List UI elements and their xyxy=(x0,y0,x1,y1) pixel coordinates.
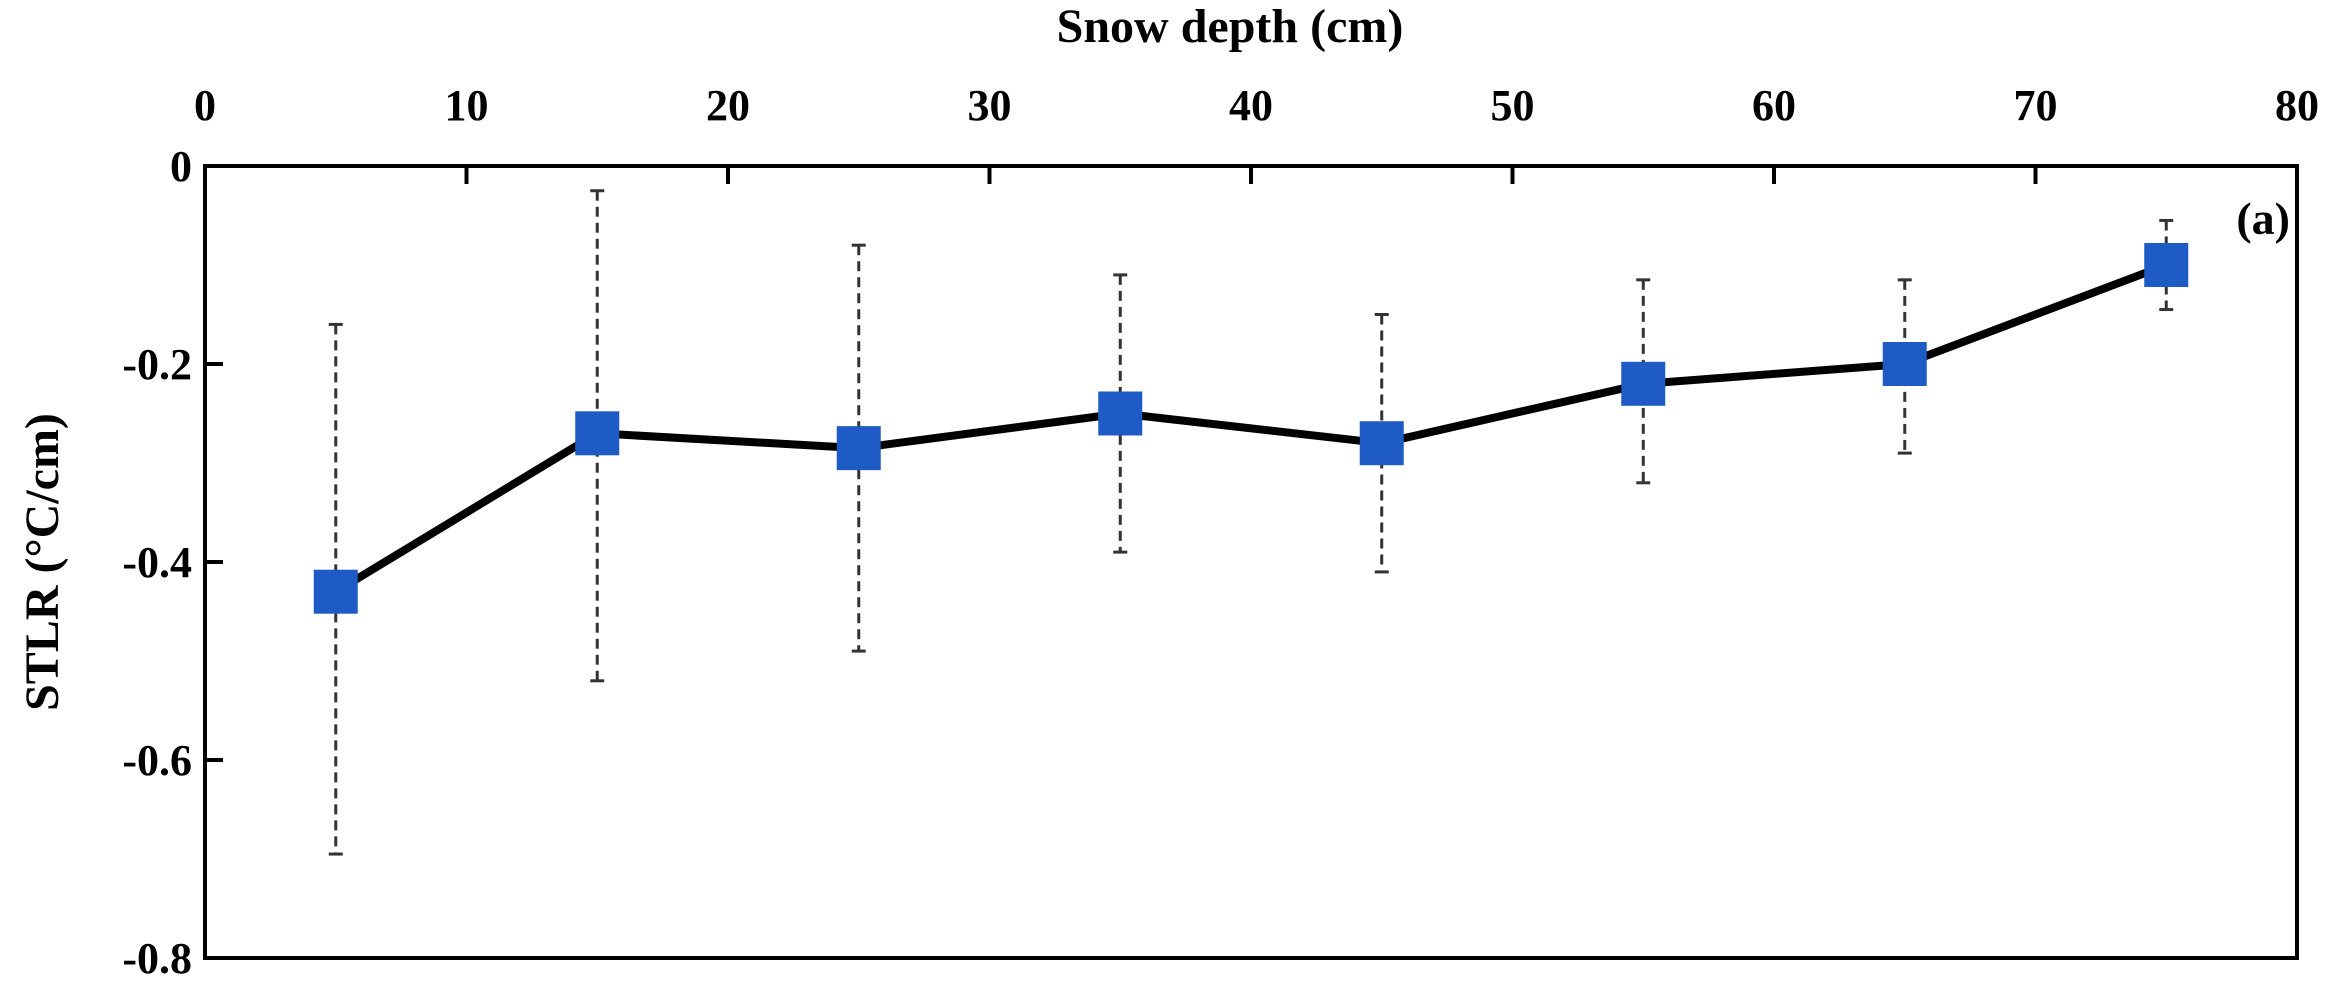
plot-frame xyxy=(203,164,2299,960)
y-tick-label: -0.4 xyxy=(122,538,192,587)
data-point xyxy=(836,426,881,471)
panel-label: (a) xyxy=(2236,193,2290,244)
data-point xyxy=(313,569,358,614)
y-tick-label: 0 xyxy=(170,142,192,191)
data-point xyxy=(2144,243,2189,287)
x-tick-label: 60 xyxy=(1752,81,1796,130)
series-line xyxy=(333,261,2168,596)
data-point xyxy=(1359,421,1404,466)
data-point xyxy=(1621,361,1666,406)
y-tick-label: -0.8 xyxy=(122,934,192,980)
x-tick-label: 0 xyxy=(194,81,216,130)
x-tick-label: 30 xyxy=(968,81,1012,130)
data-point xyxy=(575,411,620,456)
y-tick-label: -0.2 xyxy=(122,340,192,389)
x-tick-label: 10 xyxy=(445,81,489,130)
x-axis-title: Snow depth (cm) xyxy=(1057,0,1404,53)
y-tick-label: -0.6 xyxy=(122,736,192,785)
x-tick-label: 80 xyxy=(2275,81,2319,130)
x-tick-label: 20 xyxy=(706,81,750,130)
x-tick-label: 70 xyxy=(2014,81,2058,130)
y-axis-title: STLR (°C/cm) xyxy=(16,413,69,711)
x-tick-label: 50 xyxy=(1491,81,1535,130)
data-point xyxy=(1882,342,1927,386)
plot-layer: 0 10 20 30 40 50 60 70 80 0 -0.2 -0.4 -0.6 -0.8 xyxy=(122,81,2319,983)
x-tick-label: 40 xyxy=(1229,81,1273,130)
data-point xyxy=(1098,391,1143,436)
